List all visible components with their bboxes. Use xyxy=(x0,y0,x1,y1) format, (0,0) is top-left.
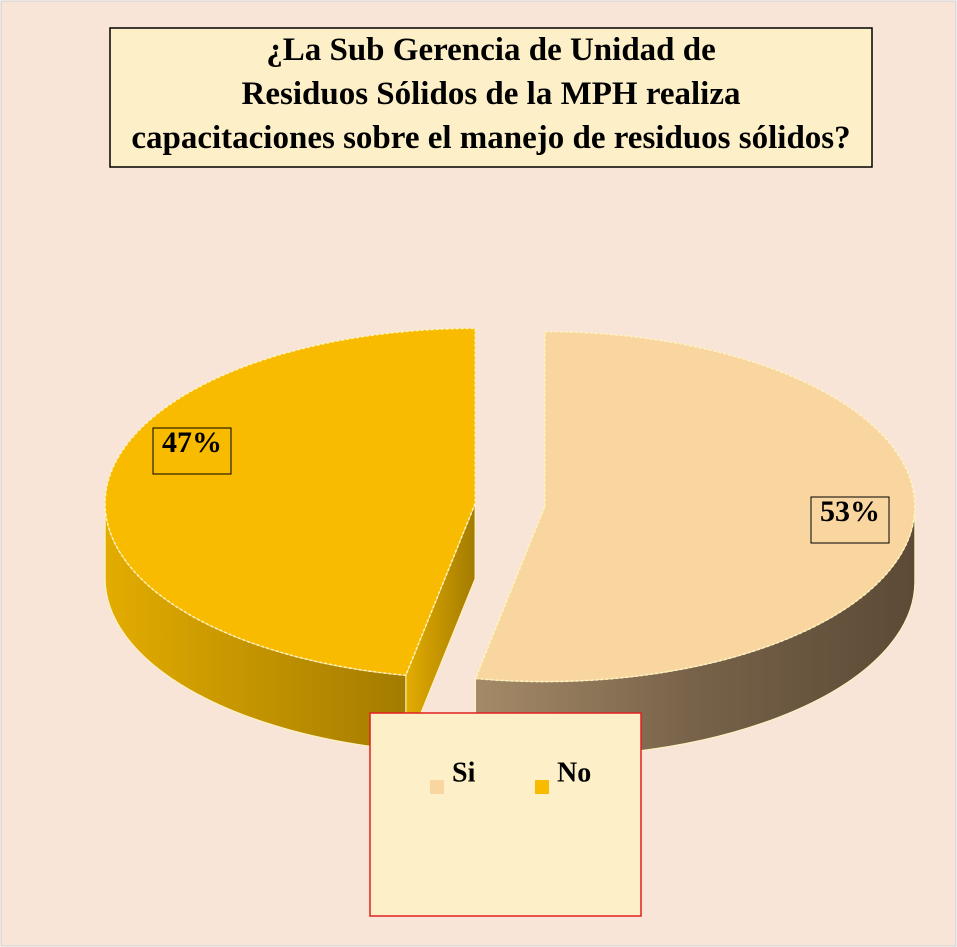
value-label: 47% xyxy=(162,426,222,459)
legend: Si No xyxy=(430,757,591,794)
legend-label: No xyxy=(557,757,591,788)
legend-swatch xyxy=(430,780,444,794)
pie: 53% 47% xyxy=(104,327,916,758)
legend-box xyxy=(369,712,642,917)
value-label: 53% xyxy=(820,495,880,528)
slice xyxy=(104,327,476,677)
value-label-box xyxy=(810,496,890,544)
legend-swatch xyxy=(535,780,549,794)
legend-label: Si xyxy=(452,757,476,788)
slice xyxy=(474,330,916,683)
title-box xyxy=(109,27,873,168)
value-label-box xyxy=(152,427,232,475)
chart-title: ¿La Sub Gerencia de Unidad de Residuos Só… xyxy=(131,32,850,156)
